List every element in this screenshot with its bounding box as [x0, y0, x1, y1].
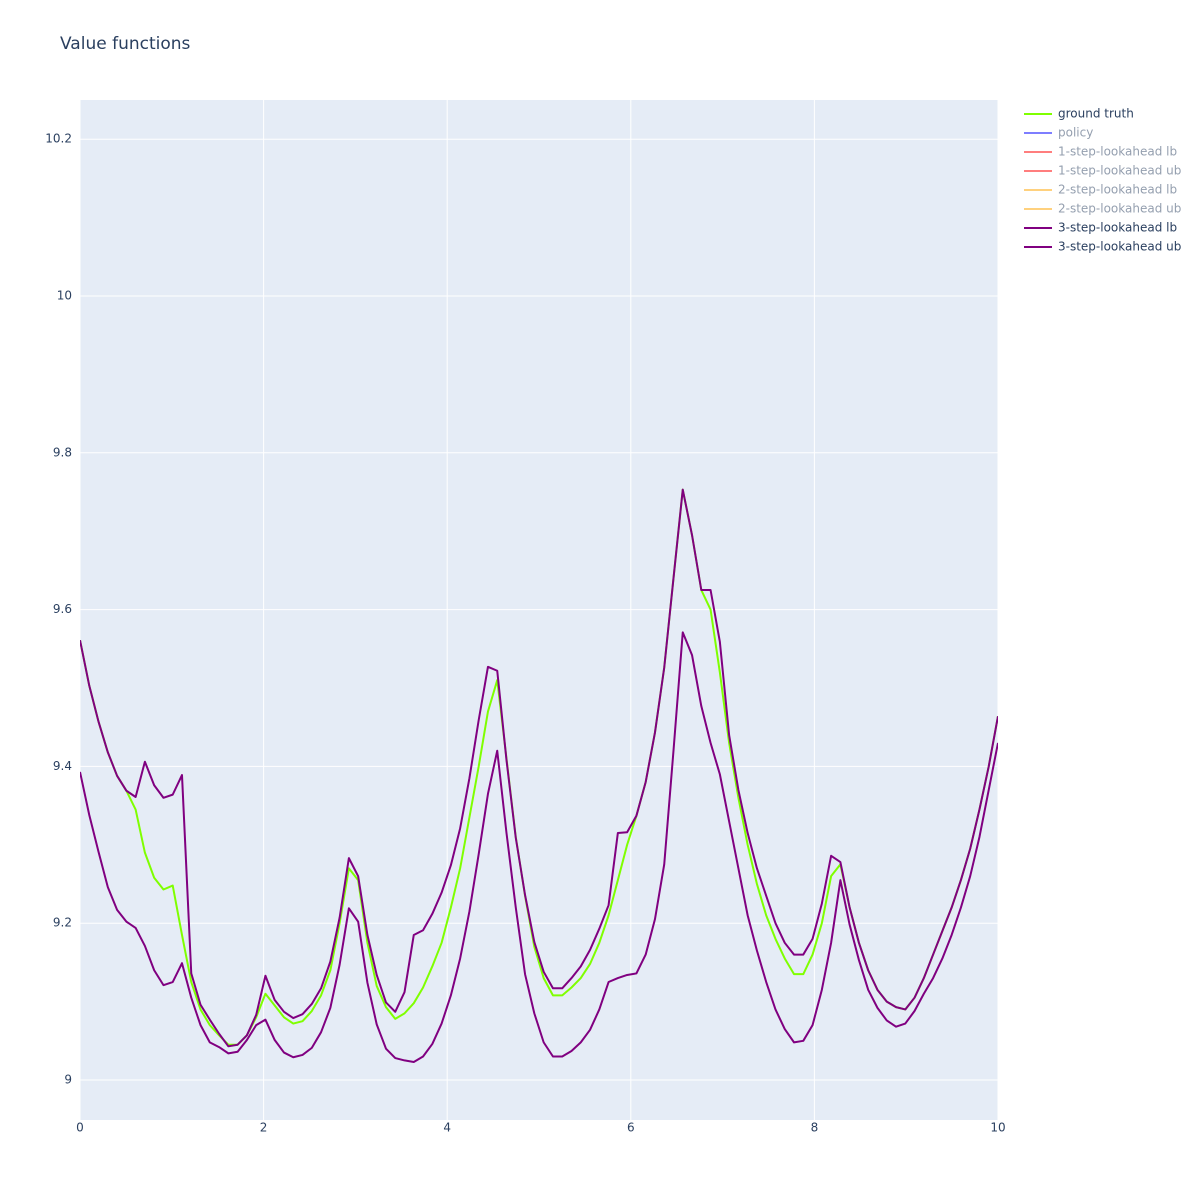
x-tick-label: 10: [990, 1121, 1005, 1135]
y-tick-label: 10.2: [45, 132, 72, 146]
series-line: [80, 631, 998, 1063]
legend-label: 2-step-lookahead ub: [1058, 202, 1181, 216]
x-tick-label: 8: [811, 1121, 819, 1135]
legend-label: 3-step-lookahead ub: [1058, 240, 1181, 254]
legend-item[interactable]: ground truth: [1024, 107, 1134, 121]
x-tick-label: 0: [76, 1121, 84, 1135]
y-tick-label: 9.8: [53, 445, 72, 459]
legend-label: policy: [1058, 126, 1093, 140]
y-tick-label: 9: [64, 1073, 72, 1087]
chart-title: Value functions: [60, 34, 191, 54]
legend-label: 3-step-lookahead lb: [1058, 221, 1177, 235]
legend-label: 1-step-lookahead ub: [1058, 164, 1181, 178]
y-tick-label: 10: [57, 289, 72, 303]
legend-label: ground truth: [1058, 107, 1134, 121]
x-tick-label: 2: [260, 1121, 268, 1135]
legend-label: 2-step-lookahead lb: [1058, 183, 1177, 197]
legend-item[interactable]: policy: [1024, 126, 1093, 140]
legend-label: 1-step-lookahead lb: [1058, 145, 1177, 159]
y-tick-label: 9.4: [53, 759, 72, 773]
x-tick-label: 4: [443, 1121, 451, 1135]
legend-item[interactable]: 1-step-lookahead lb: [1024, 145, 1177, 159]
y-tick-label: 9.6: [53, 602, 72, 616]
legend-item[interactable]: 3-step-lookahead ub: [1024, 240, 1181, 254]
legend-item[interactable]: 2-step-lookahead ub: [1024, 202, 1181, 216]
legend-item[interactable]: 2-step-lookahead lb: [1024, 183, 1177, 197]
y-tick-label: 9.2: [53, 916, 72, 930]
legend-item[interactable]: 3-step-lookahead lb: [1024, 221, 1177, 235]
series-line: [80, 488, 998, 1048]
legend-item[interactable]: 1-step-lookahead ub: [1024, 164, 1181, 178]
x-tick-label: 6: [627, 1121, 635, 1135]
